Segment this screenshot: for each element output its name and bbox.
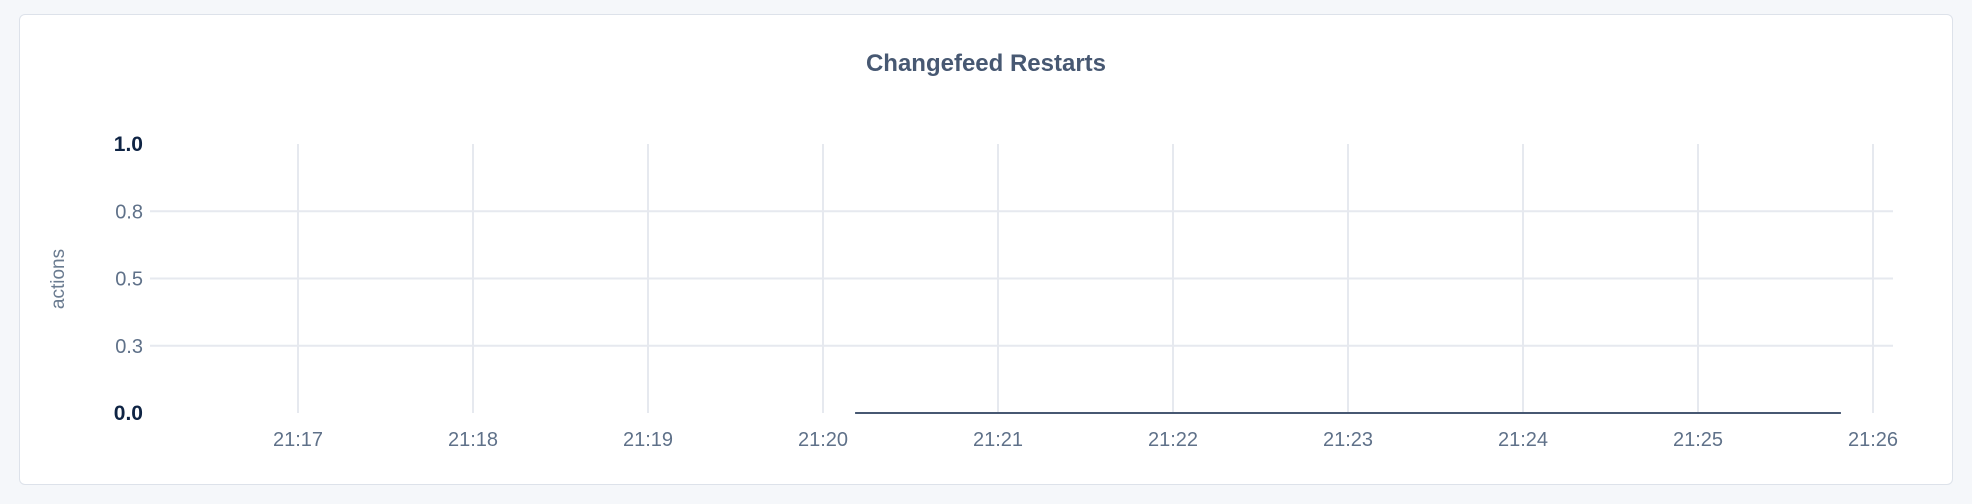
x-tick-label: 21:25 bbox=[1673, 429, 1723, 451]
y-tick-label: 0.3 bbox=[115, 336, 143, 358]
y-tick-label: 1.0 bbox=[114, 133, 143, 156]
y-tick-label: 0.0 bbox=[114, 402, 143, 425]
y-tick-label: 0.5 bbox=[115, 269, 143, 291]
x-tick-label: 21:21 bbox=[973, 429, 1023, 451]
x-tick-label: 21:23 bbox=[1323, 429, 1373, 451]
x-tick-label: 21:18 bbox=[448, 429, 498, 451]
x-tick-label: 21:17 bbox=[273, 429, 323, 451]
y-tick-label: 0.8 bbox=[115, 201, 143, 223]
x-tick-label: 21:24 bbox=[1498, 429, 1548, 451]
chart-card bbox=[19, 14, 1953, 485]
x-tick-label: 21:22 bbox=[1148, 429, 1198, 451]
chart-title: Changefeed Restarts bbox=[865, 50, 1107, 77]
x-tick-label: 21:20 bbox=[798, 429, 848, 451]
x-tick-label: 21:19 bbox=[623, 429, 673, 451]
x-tick-label: 21:26 bbox=[1848, 429, 1898, 451]
y-axis-label: actions bbox=[48, 249, 69, 309]
